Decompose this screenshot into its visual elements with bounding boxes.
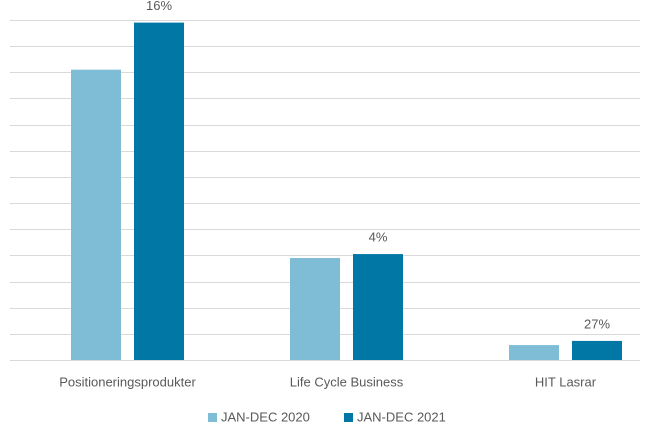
- bar: [71, 69, 121, 360]
- x-tick-label: HIT Lasrar: [535, 374, 597, 389]
- bar: [290, 258, 340, 360]
- annotation: 27%: [584, 316, 610, 331]
- bar: [509, 345, 559, 360]
- legend-label: JAN-DEC 2020: [221, 409, 310, 424]
- x-tick-label: Positioneringsprodukter: [59, 374, 196, 389]
- x-tick-label: Life Cycle Business: [290, 374, 404, 389]
- legend-swatch: [344, 413, 353, 422]
- bar: [572, 340, 622, 360]
- bar: [353, 254, 403, 360]
- legend-label: JAN-DEC 2021: [357, 409, 446, 424]
- annotation: 4%: [369, 230, 388, 245]
- bar: [134, 22, 184, 360]
- legend-swatch: [208, 413, 217, 422]
- annotation: 16%: [146, 0, 172, 13]
